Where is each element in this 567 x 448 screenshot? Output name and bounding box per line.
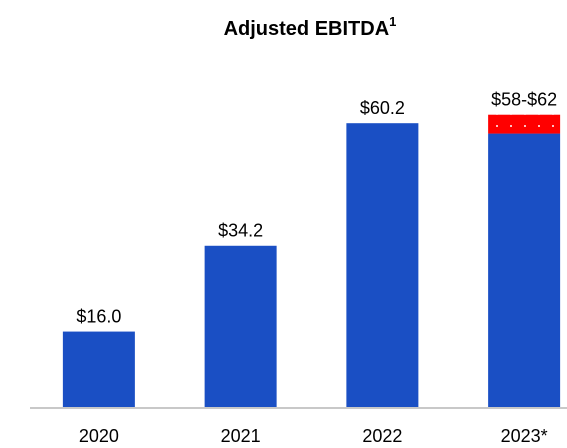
x-tick-label: 2023*: [501, 426, 548, 446]
bar: [62, 331, 135, 407]
value-label: $58-$62: [491, 89, 557, 109]
value-label: $34.2: [218, 221, 263, 241]
bar: [204, 245, 277, 407]
chart-title: Adjusted EBITDA1: [224, 14, 397, 40]
x-tick-label: 2020: [79, 426, 119, 446]
value-label: $16.0: [76, 306, 121, 326]
bar: [488, 133, 561, 408]
value-label: $60.2: [360, 98, 405, 118]
bar-pattern: [488, 114, 561, 134]
x-tick-label: 2022: [362, 426, 402, 446]
bar: [346, 123, 419, 407]
x-tick-label: 2021: [221, 426, 261, 446]
